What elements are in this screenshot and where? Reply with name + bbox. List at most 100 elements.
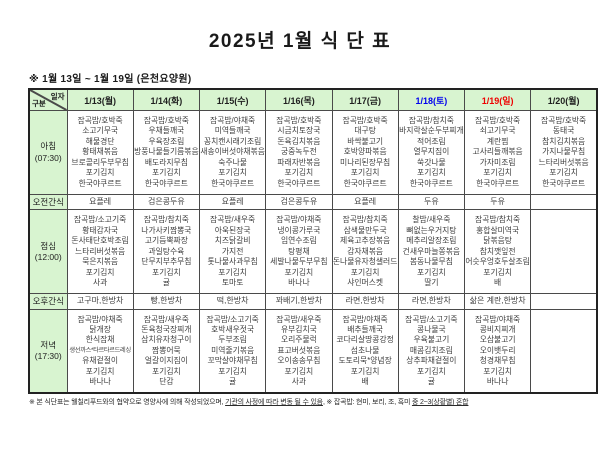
menu-item: 딸기	[424, 277, 439, 287]
menu-item: 빵,한방차	[150, 296, 183, 306]
menu-item: 감자채볶음	[347, 246, 384, 256]
meal-row: 오후간식 고구마,한방차 빵,한방차 떡,한방차 꽈배기,한방차 라면,한방차 라면,한방차…	[28, 293, 598, 310]
menu-cell: 잡곡밥/참치죽 바지락살순두부찌개 적어조림 열무지짐이 쑥갓나물 포기김치 한국야쿠르트	[397, 110, 466, 195]
menu-item: 단감	[159, 377, 174, 387]
menu-item: 포기김치	[284, 168, 314, 178]
menu-item: 잡곡밥/호박죽	[276, 116, 322, 126]
row-label-text: 오후간식	[32, 296, 64, 307]
menu-item: 닭볶음탕	[483, 236, 512, 246]
menu-item: 유채겉절이	[82, 356, 119, 366]
menu-item: 바지락살순두부찌개	[399, 126, 464, 136]
menu-cell: 빵,한방차	[132, 293, 201, 310]
menu-item: 잡곡밥/새우죽	[210, 215, 256, 225]
menu-item: 배도라지무침	[144, 157, 188, 167]
row-label: 오후간식	[28, 293, 68, 310]
menu-item: 표고버섯볶음	[277, 345, 321, 355]
menu-item: 잡곡밥/참치죽	[475, 215, 521, 225]
menu-item: 돈육청국장찌개	[141, 325, 192, 335]
menu-item: 단무지부추무침	[141, 257, 192, 267]
menu-cell: 잡곡밥/야채죽 배추들깨국 코다리살땅콩강정 섬초나물 도토리묵*양념장 포기김치 배	[331, 308, 399, 394]
menu-item: 도토리묵*양념장	[338, 356, 392, 366]
menu-item: 포기김치	[85, 366, 115, 376]
menu-item: 뼈없는우거지탕	[406, 225, 457, 235]
menu-item: 잡곡밥/참치죽	[408, 116, 454, 126]
menu-cell: 삶은 계란,한방차	[463, 293, 532, 310]
menu-item: 귤	[229, 377, 237, 387]
menu-item: 샤인머스켓	[347, 277, 384, 287]
menu-item: 찰밥/새우죽	[412, 215, 451, 225]
menu-item: 라면,한방차	[345, 296, 385, 306]
menu-cell: 검은콩두유	[265, 193, 333, 211]
menu-item: 두부조림	[218, 335, 247, 345]
row-label: 오전간식	[28, 193, 68, 211]
menu-cell: 잡곡밥/야채죽 콩비지찌개 오삼불고기 오이뱃두리 청경채무침 포기김치 바나나	[463, 308, 532, 394]
menu-item: 고구마,한방차	[76, 296, 124, 306]
menu-item: 계란찜	[486, 136, 509, 146]
menu-cell: 라면,한방차	[331, 293, 399, 310]
menu-item: 오리주물럭	[280, 335, 317, 345]
menu-item: 가지나물무침	[542, 147, 586, 157]
menu-item: 미역들깨국	[214, 126, 251, 136]
menu-item: 배	[361, 377, 369, 387]
menu-cell: 요플레	[331, 193, 399, 211]
menu-item: 소고기무국	[82, 126, 119, 136]
date-header: 1/17(금)	[331, 88, 399, 111]
menu-item: 콩나물국	[417, 325, 446, 335]
menu-item: 잡곡밥/새우죽	[143, 314, 189, 324]
menu-item: 열무지짐이	[413, 147, 450, 157]
menu-item: 한국야쿠르트	[277, 178, 321, 188]
menu-cell: 라면,한방차	[397, 293, 466, 310]
menu-item: 포기김치	[284, 366, 314, 376]
menu-item: 파래자반볶음	[277, 157, 321, 167]
menu-item: 검은콩두유	[280, 197, 318, 206]
row-label-text: 아침	[40, 141, 57, 152]
menu-cell	[530, 209, 598, 295]
menu-item: 라면,한방차	[411, 296, 451, 306]
row-label-time: (07:30)	[34, 152, 62, 163]
menu-item: 두유	[424, 197, 439, 206]
menu-item: 포기김치	[350, 267, 380, 277]
menu-cell: 잡곡밥/호박죽 쇠고기무국 계란찜 고사리들깨볶음 가자미조림 포기김치 한국야쿠르트	[463, 110, 532, 195]
menu-item: 잡곡밥/소고기죽	[206, 314, 259, 324]
menu-item: 호박양파볶음	[343, 147, 387, 157]
corner-label-category: 구분	[32, 99, 46, 108]
menu-cell: 잡곡밥/소고기죽 황태감자국 돈사태단호박조림 느타리버섯볶음 묵은지볶음 포기김치 사과	[66, 209, 134, 295]
menu-item: 돈나물유자청샐러드	[332, 257, 398, 267]
menu-item: 꽈배기,한방차	[275, 296, 323, 306]
meal-row: 점심 (12:00) 잡곡밥/소고기죽 황태감자국 돈사태단호박조림 느타리버섯볶음 묵은지…	[28, 209, 598, 295]
menu-item: 포기김치	[218, 366, 247, 376]
menu-cell: 잡곡밥/호박죽 우채들깨국 우육장조림 방풍나물들기름볶음 배도라지무침 포기김치 한국야쿠…	[132, 110, 201, 195]
menu-item: 치즈닭갈비	[214, 236, 251, 246]
menu-item: 사과	[92, 277, 108, 287]
menu-item: 한국야쿠르트	[78, 178, 122, 188]
date-header: 1/20(월)	[530, 88, 598, 111]
menu-item: 바나나	[89, 377, 111, 387]
menu-item: 잡곡밥/호박죽	[143, 116, 189, 126]
menu-item: 참치깻잎전	[479, 246, 516, 256]
menu-item: 포기김치	[483, 366, 512, 376]
menu-item: 냉이콩가루국	[277, 225, 321, 235]
menu-item: 꽁치캔시래기조림	[203, 136, 262, 146]
menu-item: 쑥갓나물	[417, 157, 446, 167]
menu-item: 브로콜리두부무침	[71, 157, 129, 167]
menu-item: 잡곡밥/호박죽	[475, 116, 521, 126]
menu-item: 상추파채겉절이	[406, 356, 457, 366]
menu-item: 오이송송무침	[277, 356, 321, 366]
menu-item: 귤	[162, 277, 170, 287]
menu-item: 궁중녹두전	[280, 147, 317, 157]
menu-item: 생선까스*타르타르드레싱	[69, 346, 131, 354]
menu-item: 탕평채	[288, 246, 310, 256]
menu-item: 느타리버섯볶음	[538, 157, 589, 167]
menu-item: 해물경단	[85, 136, 115, 146]
menu-item: 포기김치	[218, 267, 247, 277]
menu-cell	[530, 308, 598, 394]
menu-item: 포기김치	[85, 267, 115, 277]
menu-item: 쇠고기무국	[479, 126, 516, 136]
row-label-text: 점심	[40, 240, 57, 251]
menu-item: 포기김치	[417, 168, 446, 178]
menu-item: 황태감자국	[82, 225, 119, 235]
date-header: 1/15(수)	[198, 88, 267, 111]
date-header: 1/19(일)	[463, 88, 532, 111]
menu-item: 아욱된장국	[214, 225, 251, 235]
menu-item: 잡곡밥/참치죽	[342, 215, 388, 225]
